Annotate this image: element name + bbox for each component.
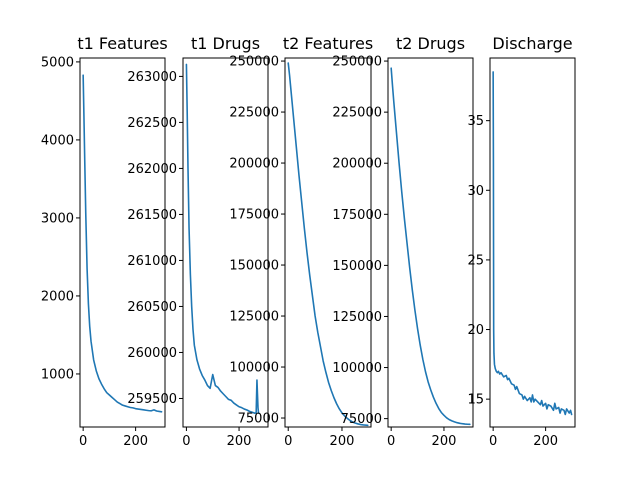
panel-title: Discharge <box>492 34 572 53</box>
y-tick-label: 75000 <box>341 412 382 427</box>
series-line-1 <box>492 71 573 416</box>
y-tick-label: 3000 <box>41 211 74 226</box>
y-tick-label: 261500 <box>127 208 177 223</box>
y-tick-label: 225000 <box>229 106 279 121</box>
y-tick-label: 100000 <box>332 361 382 376</box>
y-tick-label: 35 <box>467 114 484 129</box>
axes-frame <box>489 57 576 428</box>
y-tick-label: 200000 <box>332 157 382 172</box>
series-line-1 <box>82 74 163 413</box>
x-tick-label: 0 <box>284 434 292 449</box>
axes-frame <box>387 57 474 428</box>
y-tick-label: 20 <box>467 323 484 338</box>
y-tick-label: 2000 <box>41 289 74 304</box>
axes-frame <box>182 57 269 428</box>
x-tick-label: 0 <box>489 434 497 449</box>
y-tick-label: 175000 <box>229 208 279 223</box>
panel-title: t1 Drugs <box>191 34 260 53</box>
x-tick-label: 200 <box>123 434 148 449</box>
subplot-1: t1 Features 0 200 1000 2000 3000 4000 5000 <box>41 34 168 449</box>
series-line-1 <box>390 67 471 426</box>
x-tick-label: 200 <box>330 434 355 449</box>
panel-title: t1 Features <box>77 34 167 53</box>
y-tick-label: 15 <box>467 393 484 408</box>
y-tick-label: 4000 <box>41 133 74 148</box>
y-tick-label: 261000 <box>127 254 177 269</box>
y-tick-label: 125000 <box>229 310 279 325</box>
subplot-4: t2 Drugs 0 200 75000 100000 125000 150000 17500… <box>332 34 474 449</box>
y-tick-label: 250000 <box>332 55 382 70</box>
y-tick-label: 1000 <box>41 367 74 382</box>
x-tick-label: 200 <box>533 434 558 449</box>
subplot-2: t1 Drugs 0 200 259500 260000 260500 261000 2615… <box>127 34 269 449</box>
y-tick-label: 263000 <box>127 70 177 85</box>
series-line-1 <box>287 62 369 427</box>
y-tick-label: 175000 <box>332 208 382 223</box>
y-tick-label: 262000 <box>127 162 177 177</box>
axes-frame <box>79 57 166 428</box>
y-tick-label: 260500 <box>127 300 177 315</box>
y-tick-label: 5000 <box>41 55 74 70</box>
y-tick-label: 25 <box>467 253 484 268</box>
y-tick-label: 259500 <box>127 392 177 407</box>
y-tick-label: 250000 <box>229 55 279 70</box>
x-tick-label: 200 <box>432 434 457 449</box>
y-tick-label: 150000 <box>332 259 382 274</box>
series-line-1 <box>185 63 260 414</box>
subplot-3: t2 Features 0 200 75000 100000 125000 150000 17… <box>229 34 373 449</box>
y-tick-label: 75000 <box>238 412 279 427</box>
y-tick-label: 260000 <box>127 346 177 361</box>
y-tick-label: 125000 <box>332 310 382 325</box>
y-tick-label: 100000 <box>229 361 279 376</box>
x-tick-label: 0 <box>387 434 395 449</box>
y-tick-label: 150000 <box>229 259 279 274</box>
x-tick-label: 0 <box>182 434 190 449</box>
y-tick-label: 262500 <box>127 116 177 131</box>
x-tick-label: 200 <box>227 434 252 449</box>
y-tick-label: 225000 <box>332 106 382 121</box>
panel-title: t2 Drugs <box>396 34 465 53</box>
y-tick-label: 200000 <box>229 157 279 172</box>
x-tick-label: 0 <box>79 434 87 449</box>
y-tick-label: 30 <box>467 184 484 199</box>
axes-frame <box>284 57 372 428</box>
subplot-5: Discharge 0 200 15 20 25 30 35 <box>467 34 576 449</box>
panel-title: t2 Features <box>283 34 373 53</box>
